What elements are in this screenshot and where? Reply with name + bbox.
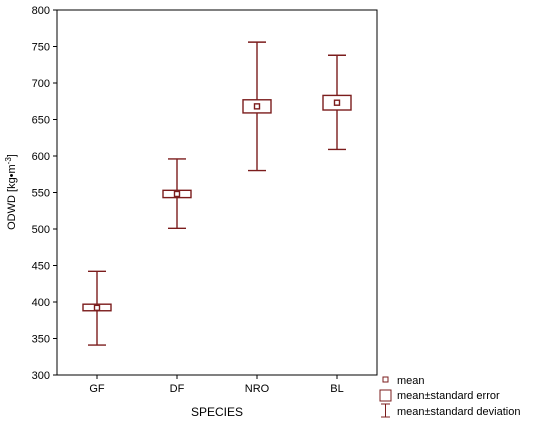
chart-marks [83,42,351,345]
y-tick-label: 550 [32,188,50,200]
y-axis-title-close: ] [6,154,18,157]
legend-mean-symbol [383,377,388,382]
mean-marker [95,305,100,310]
mean-marker [255,104,260,109]
mean-marker [335,100,340,105]
legend-sd-symbol [381,404,390,417]
legend-se-symbol [380,390,391,401]
y-tick-label: 500 [32,224,50,236]
mean-marker [175,191,180,196]
box-gf [83,271,111,345]
y-axis: 300 350 400 450 500 550 600 650 700 750 800 [32,5,57,382]
y-axis-title-main: ODWD [kg•m [6,164,18,230]
x-tick-label: NRO [245,383,270,395]
y-tick-label: 350 [32,334,50,346]
legend: mean mean±standard error mean±standard d… [380,375,520,418]
legend-se-label: mean±standard error [397,390,500,402]
y-tick-label: 700 [32,78,50,90]
y-tick-label: 800 [32,5,50,17]
x-tick-label: BL [330,383,343,395]
plot-frame [57,10,377,375]
box-df [163,159,191,228]
x-tick-label: DF [170,383,185,395]
x-axis-title: SPECIES [191,405,243,419]
box-nro [243,42,271,170]
box-bl [323,55,351,149]
x-tick-label: GF [89,383,105,395]
y-tick-label: 650 [32,115,50,127]
y-tick-label: 400 [32,297,50,309]
legend-mean-label: mean [397,375,425,387]
y-tick-label: 750 [32,42,50,54]
y-tick-label: 600 [32,151,50,163]
x-axis: GF DF NRO BL [89,375,343,395]
y-tick-label: 450 [32,261,50,273]
y-tick-label: 300 [32,370,50,382]
y-axis-title: ODWD [kg•m-3] [4,154,18,230]
legend-sd-label: mean±standard deviation [397,406,520,418]
